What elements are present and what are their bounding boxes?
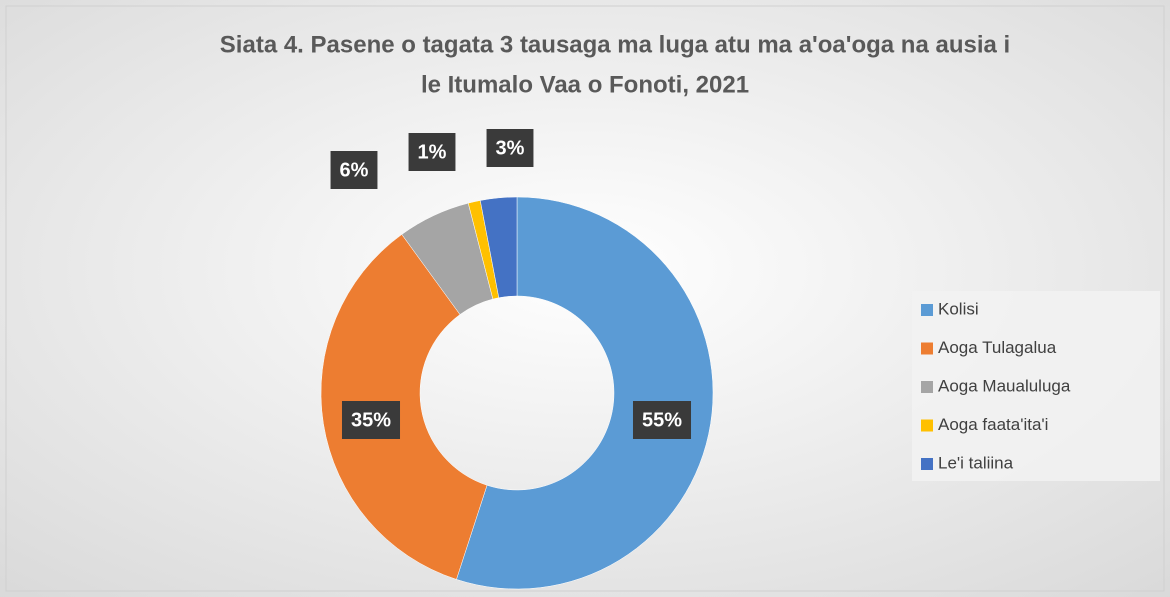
legend-label: Kolisi [938,299,979,318]
donut-slice [479,196,518,299]
legend-label: Le'i taliina [938,453,1014,472]
data-label-box [330,151,378,189]
legend-swatch [921,342,933,355]
data-label-box [408,133,456,171]
data-label-box [341,401,401,439]
legend-label: Aoga faata'ita'i [938,415,1048,434]
data-label: 55% [642,409,682,431]
legend-label: Aoga Maualuluga [938,376,1071,395]
legend-swatch [921,381,933,393]
data-label-box [486,129,534,167]
data-label: 6% [340,159,369,181]
legend-swatch [921,419,933,432]
chart-border [5,5,1165,592]
data-label: 35% [351,409,391,431]
donut-slice [456,196,714,590]
donut-slice [320,234,488,580]
legend-box [912,291,1160,481]
chart-title: le Itumalo Vaa o Fonoti, 2021 [421,71,749,98]
data-label-box [632,401,692,439]
chart-title: Siata 4. Pasene o tagata 3 tausaga ma lu… [220,31,1010,58]
legend-swatch [921,304,933,316]
data-label: 3% [496,137,525,159]
legend-swatch [921,458,933,470]
legend-label: Aoga Tulagalua [938,338,1057,357]
data-label: 1% [418,141,447,163]
